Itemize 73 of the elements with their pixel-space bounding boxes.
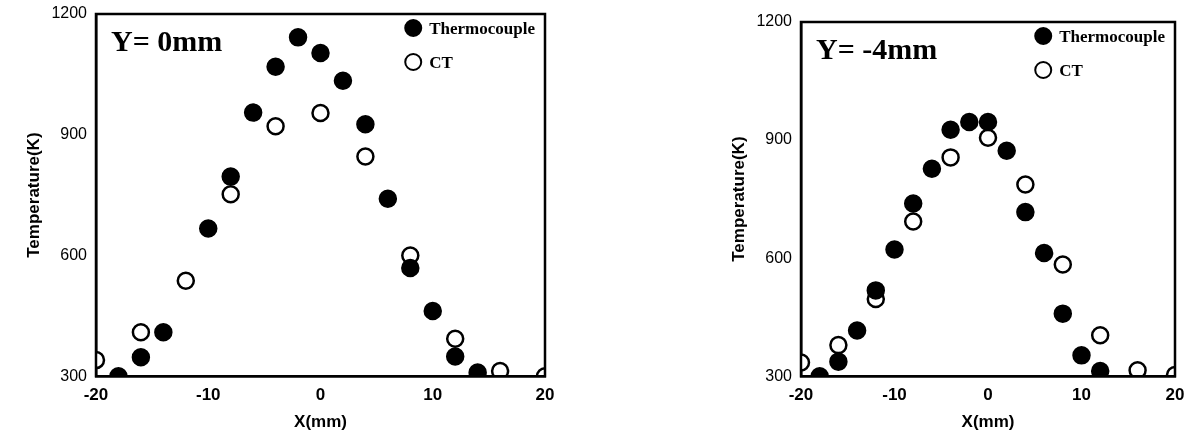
y-tick-label: 900 [765, 130, 793, 148]
point [176, 271, 196, 291]
point [401, 258, 420, 278]
point [490, 361, 510, 377]
legend-label: Thermocouple [429, 19, 536, 39]
point [829, 352, 848, 371]
point [356, 115, 375, 134]
x-tick-label: 0 [983, 385, 993, 405]
legend-label: Thermocouple [1059, 27, 1166, 47]
point [978, 128, 998, 147]
y-tick-label: 600 [765, 248, 793, 266]
point [311, 43, 330, 63]
x-axis-title: X(mm) [294, 412, 347, 432]
point [1072, 346, 1091, 365]
point [154, 323, 173, 342]
point [131, 323, 151, 342]
point [1053, 304, 1073, 323]
x-tick-label: 10 [423, 385, 443, 405]
point [423, 301, 442, 321]
legend-label: CT [1059, 61, 1084, 81]
point [866, 281, 886, 300]
point [1034, 243, 1054, 263]
point [847, 321, 867, 340]
point [378, 189, 398, 208]
x-axis-title: X(mm) [961, 412, 1015, 432]
point [829, 335, 848, 355]
x-tick-label: -20 [788, 385, 814, 405]
point [1128, 361, 1147, 377]
x-tick-label: 10 [1072, 385, 1091, 405]
y-axis-title: Temperature(K) [728, 136, 748, 262]
point [922, 159, 942, 179]
point [445, 347, 465, 366]
point [266, 57, 285, 76]
y-tick-label: 1200 [51, 4, 88, 22]
point [941, 120, 960, 140]
point [1090, 361, 1110, 377]
point [199, 219, 218, 238]
point [1090, 326, 1110, 345]
point [997, 141, 1016, 160]
point [266, 117, 285, 136]
y-tick-label: 300 [765, 366, 793, 384]
y-tick-label: 1200 [756, 12, 793, 30]
annotation: Y= 0mm [110, 23, 223, 57]
point [1016, 202, 1035, 222]
point [903, 194, 923, 213]
point [1016, 175, 1035, 194]
legend-label: CT [429, 53, 454, 73]
point [311, 103, 330, 123]
point [131, 348, 151, 367]
x-tick-label: -10 [195, 385, 221, 405]
point [356, 147, 375, 166]
x-tick-label: -20 [83, 385, 109, 405]
point [941, 148, 960, 167]
x-tick-label: 0 [315, 385, 326, 405]
y-tick-label: 600 [60, 245, 88, 263]
x-tick-label: 20 [1165, 385, 1185, 405]
point [221, 167, 240, 186]
point [243, 103, 263, 122]
point [1053, 255, 1073, 274]
point [885, 240, 904, 259]
point [960, 112, 979, 132]
y-tick-label: 900 [60, 125, 88, 143]
point [978, 112, 998, 132]
point [903, 212, 923, 231]
y-tick-label: 300 [60, 366, 88, 384]
y-axis-title: Temperature(K) [23, 132, 43, 258]
x-tick-label: -10 [882, 385, 907, 405]
point [288, 28, 308, 47]
x-tick-label: 20 [535, 385, 555, 405]
point [333, 71, 353, 91]
point [445, 329, 465, 349]
point [221, 185, 240, 204]
annotation: Y= -4mm [815, 31, 938, 65]
